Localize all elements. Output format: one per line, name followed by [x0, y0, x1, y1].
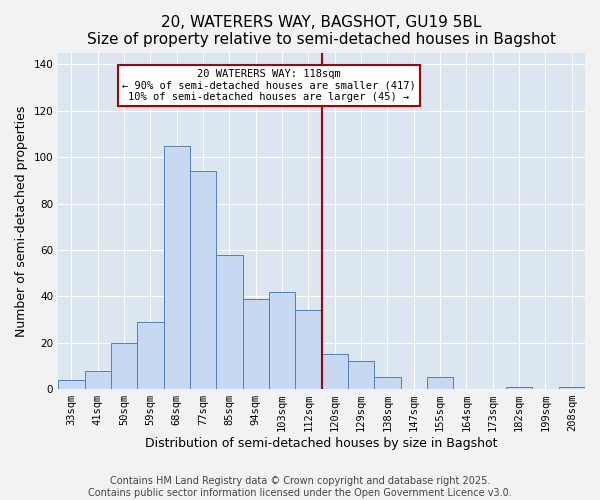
Bar — [216, 254, 242, 389]
Bar — [374, 378, 401, 389]
Bar — [322, 354, 348, 389]
Y-axis label: Number of semi-detached properties: Number of semi-detached properties — [15, 105, 28, 336]
Bar — [58, 380, 85, 389]
Bar — [137, 322, 164, 389]
Bar — [506, 387, 532, 389]
Bar — [559, 387, 585, 389]
Bar — [427, 378, 453, 389]
Bar — [348, 361, 374, 389]
Bar — [242, 298, 269, 389]
Bar — [85, 370, 111, 389]
Title: 20, WATERERS WAY, BAGSHOT, GU19 5BL
Size of property relative to semi-detached h: 20, WATERERS WAY, BAGSHOT, GU19 5BL Size… — [87, 15, 556, 48]
Bar — [164, 146, 190, 389]
Text: Contains HM Land Registry data © Crown copyright and database right 2025.
Contai: Contains HM Land Registry data © Crown c… — [88, 476, 512, 498]
Bar — [295, 310, 322, 389]
Bar — [269, 292, 295, 389]
Text: 20 WATERERS WAY: 118sqm
← 90% of semi-detached houses are smaller (417)
10% of s: 20 WATERERS WAY: 118sqm ← 90% of semi-de… — [122, 69, 416, 102]
X-axis label: Distribution of semi-detached houses by size in Bagshot: Distribution of semi-detached houses by … — [145, 437, 498, 450]
Bar — [190, 171, 216, 389]
Bar — [111, 342, 137, 389]
